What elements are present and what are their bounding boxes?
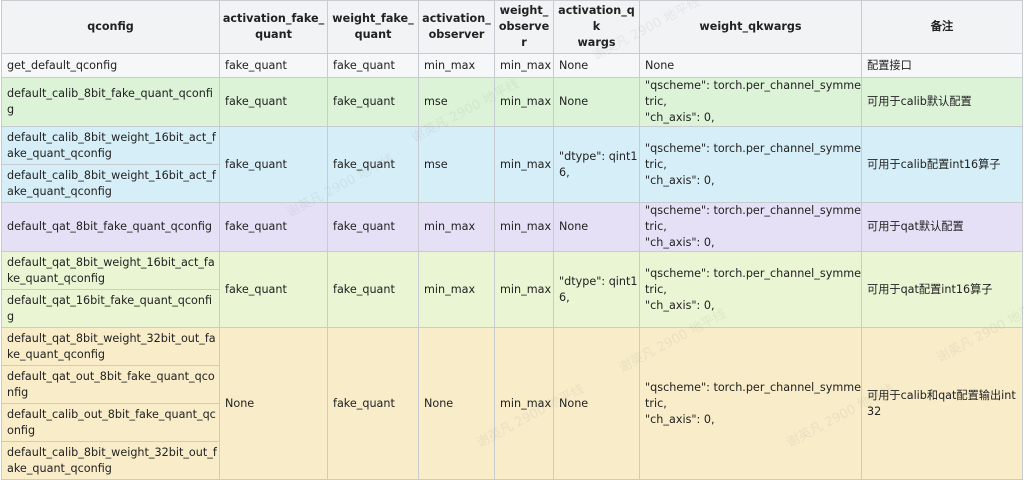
note-cell: 可用于qat配置int16算子 (861, 251, 1023, 328)
qscheme-line: "qscheme": torch.per_channel_symmetric, (645, 141, 862, 171)
note-cell: 可用于qat默认配置 (861, 202, 1023, 252)
header-activation-qkwargs: activation_qk wargs (553, 0, 640, 54)
header-weight-fake-quant: weight_fake_ quant (327, 0, 419, 54)
qscheme-line: "qscheme": torch.per_channel_symmetric, (645, 266, 862, 296)
weight-observer-cell: min_max (494, 251, 554, 328)
activation-observer-cell: None (418, 327, 495, 480)
weight-observer-cell: min_max (494, 53, 554, 78)
activation-observer-cell: min_max (418, 202, 495, 252)
weight-fake-quant-cell: fake_quant (327, 53, 419, 78)
qconfig-cell: default_calib_8bit_weight_16bit_act_fake… (1, 126, 220, 165)
qconfig-cell: default_qat_out_8bit_fake_quant_qconfig (1, 365, 220, 404)
activation-fake-quant-cell: fake_quant (219, 251, 328, 328)
table-row: default_qat_8bit_weight_16bit_act_fake_q… (1, 251, 1023, 328)
activation-observer-cell: mse (418, 126, 495, 203)
header-activation-fake-quant: activation_fake_ quant (219, 0, 328, 54)
header-activation-observer: activation_ observer (418, 0, 495, 54)
activation-observer-cell: min_max (418, 251, 495, 328)
table-row: default_qat_8bit_fake_quant_qconfig fake… (1, 202, 1023, 252)
qconfig-cell: default_qat_8bit_weight_32bit_out_fake_q… (1, 327, 220, 366)
table-row: default_qat_8bit_weight_32bit_out_fake_q… (1, 327, 1023, 480)
qconfig-cell: default_qat_8bit_weight_16bit_act_fake_q… (1, 251, 220, 290)
weight-fake-quant-cell: fake_quant (327, 202, 419, 252)
header-qconfig: qconfig (1, 0, 220, 54)
weight-observer-cell: min_max (494, 327, 554, 480)
qconfig-cell: default_calib_8bit_fake_quant_qconfig (1, 77, 220, 127)
header-weight-qkwargs: weight_qkwargs (639, 0, 862, 54)
activation-observer-cell: mse (418, 77, 495, 127)
weight-fake-quant-cell: fake_quant (327, 126, 419, 203)
qconfig-cell: default_qat_16bit_fake_quant_qconfig (1, 289, 220, 328)
weight-observer-cell: min_max (494, 126, 554, 203)
weight-qkwargs-cell: "qscheme": torch.per_channel_symmetric, "… (639, 77, 862, 127)
activation-qkwargs-cell: None (553, 53, 640, 78)
weight-qkwargs-cell: "qscheme": torch.per_channel_symmetric, "… (639, 126, 862, 203)
weight-qkwargs-cell: "qscheme": torch.per_channel_symmetric, "… (639, 202, 862, 252)
activation-qkwargs-cell: "dtype": qint16, (553, 251, 640, 328)
activation-qkwargs-cell: None (553, 327, 640, 480)
table-row: default_qat_16bit_fake_quant_qconfig (1, 289, 1023, 328)
qconfig-cell: default_calib_8bit_weight_32bit_out_fake… (1, 441, 220, 480)
header-row: qconfig activation_fake_ quant weight_fak… (1, 0, 1023, 54)
qconfig-cell: get_default_qconfig (1, 53, 220, 78)
activation-fake-quant-cell: fake_quant (219, 77, 328, 127)
ch-axis-line: "ch_axis": 0, (645, 236, 715, 249)
qconfig-cell: default_qat_8bit_fake_quant_qconfig (1, 202, 220, 252)
activation-observer-cell: min_max (418, 53, 495, 78)
weight-qkwargs-cell: "qscheme": torch.per_channel_symmetric, "… (639, 251, 862, 328)
activation-fake-quant-cell: None (219, 327, 328, 480)
weight-fake-quant-cell: fake_quant (327, 77, 419, 127)
note-cell: 配置接口 (861, 53, 1023, 78)
weight-qkwargs-cell: None (639, 53, 862, 78)
qscheme-line: "qscheme": torch.per_channel_symmetric, (645, 380, 862, 410)
note-cell: 可用于calib默认配置 (861, 77, 1023, 127)
weight-fake-quant-cell: fake_quant (327, 251, 419, 328)
qscheme-line: "qscheme": torch.per_channel_symmetric, (645, 204, 862, 233)
table-row: default_calib_out_8bit_fake_quant_qconfi… (1, 403, 1023, 442)
qconfig-cell: default_calib_8bit_weight_16bit_act_fake… (1, 164, 220, 203)
ch-axis-line: "ch_axis": 0, (645, 412, 715, 426)
weight-qkwargs-cell: "qscheme": torch.per_channel_symmetric, "… (639, 327, 862, 480)
table-row: default_qat_out_8bit_fake_quant_qconfig (1, 365, 1023, 404)
activation-fake-quant-cell: fake_quant (219, 53, 328, 78)
table-row: default_calib_8bit_weight_16bit_act_fake… (1, 164, 1023, 203)
header-note: 备注 (861, 0, 1023, 54)
weight-fake-quant-cell: fake_quant (327, 327, 419, 480)
activation-qkwargs-cell: "dtype": qint16, (553, 126, 640, 203)
ch-axis-line: "ch_axis": 0, (645, 173, 715, 187)
activation-fake-quant-cell: fake_quant (219, 126, 328, 203)
note-cell: 可用于calib配置int16算子 (861, 126, 1023, 203)
activation-qkwargs-cell: None (553, 77, 640, 127)
header-weight-observer: weight_ observer (494, 0, 554, 54)
table-row: default_calib_8bit_fake_quant_qconfig fa… (1, 77, 1023, 127)
table-row: default_calib_8bit_weight_16bit_act_fake… (1, 126, 1023, 203)
activation-qkwargs-cell: None (553, 202, 640, 252)
weight-observer-cell: min_max (494, 77, 554, 127)
table-row: get_default_qconfig fake_quant fake_quan… (1, 53, 1023, 78)
qconfig-cell: default_calib_out_8bit_fake_quant_qconfi… (1, 403, 220, 442)
activation-fake-quant-cell: fake_quant (219, 202, 328, 252)
note-cell: 可用于calib和qat配置输出int32 (861, 327, 1023, 480)
weight-observer-cell: min_max (494, 202, 554, 252)
qscheme-line: "qscheme": torch.per_channel_symmetric, (645, 79, 862, 108)
ch-axis-line: "ch_axis": 0, (645, 111, 715, 124)
ch-axis-line: "ch_axis": 0, (645, 298, 715, 312)
